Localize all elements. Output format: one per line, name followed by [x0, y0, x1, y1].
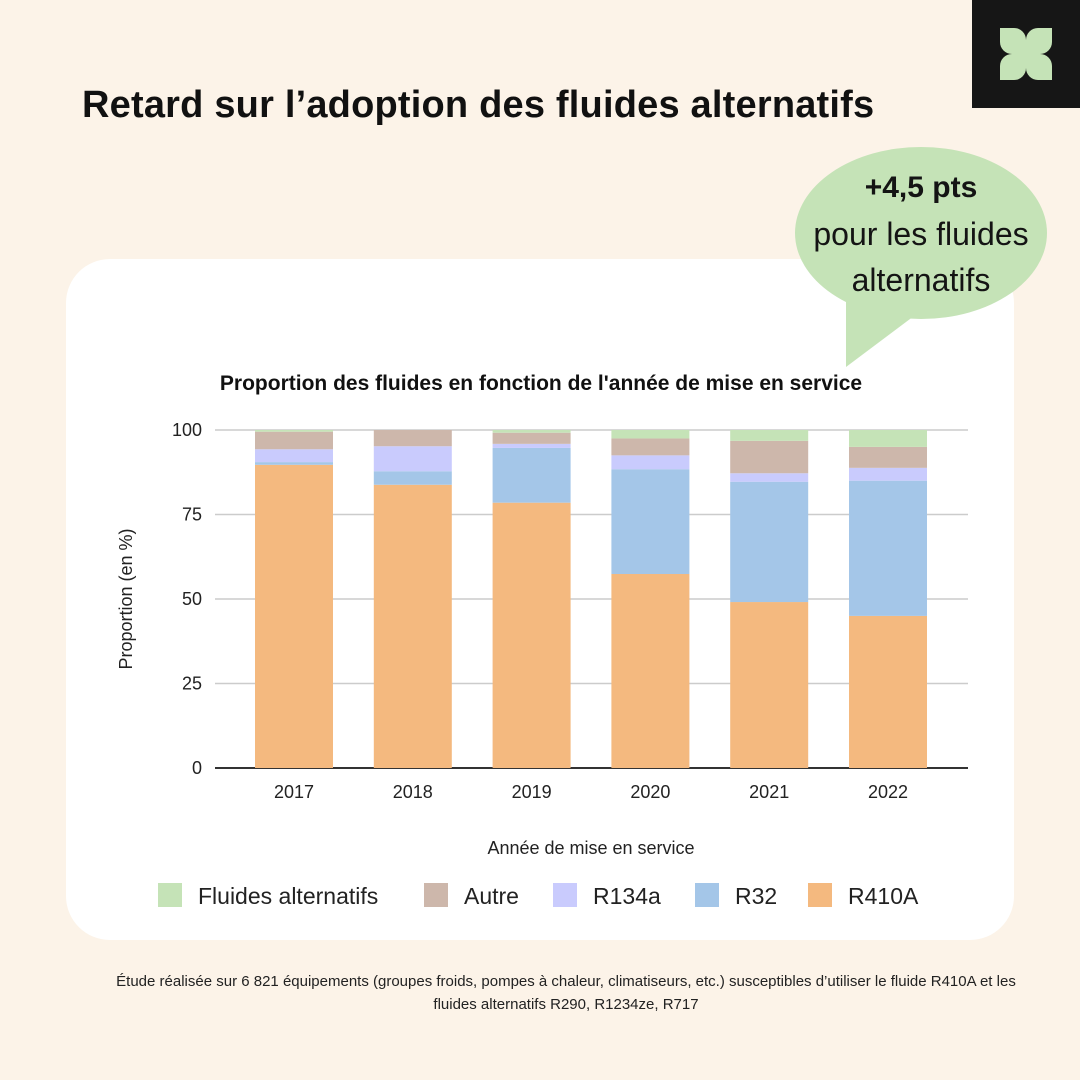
y-tick-label: 0: [192, 758, 202, 778]
logo-leaf: [1026, 28, 1052, 54]
clover-logo-icon: [1000, 28, 1052, 80]
bar-segment-r32: [492, 447, 571, 503]
bar-segment-autre: [849, 446, 927, 468]
bar-segment-r134a: [255, 449, 333, 463]
bar-segment-fluides-alternatifs: [849, 430, 927, 447]
chart-title: Proportion des fluides en fonction de l'…: [220, 372, 862, 395]
x-tick-label: 2019: [512, 782, 552, 802]
callout-value: +4,5 pts: [864, 171, 978, 204]
legend-swatch: [553, 883, 577, 907]
x-tick-label: 2021: [749, 782, 789, 802]
bubble-tail: [846, 295, 918, 367]
callout-bubble: [795, 147, 1047, 367]
y-tick-label: 25: [182, 674, 202, 694]
bar-segment-r32: [373, 471, 452, 485]
bar-segment-r32: [849, 480, 927, 616]
logo-leaf: [1000, 28, 1026, 54]
bar-segment-r410a: [611, 573, 690, 768]
y-tick-label: 75: [182, 505, 202, 525]
legend-swatch: [808, 883, 832, 907]
bar-segment-r134a: [849, 467, 927, 481]
bar-segment-autre: [373, 430, 452, 447]
bar-segment-r134a: [730, 473, 809, 482]
x-tick-label: 2020: [630, 782, 670, 802]
x-tick-label: 2018: [393, 782, 433, 802]
legend-swatch: [424, 883, 448, 907]
bubble-body: [795, 147, 1047, 319]
bar-segment-r410a: [849, 615, 927, 768]
bar-segment-r134a: [492, 443, 571, 448]
legend-label: R410A: [848, 883, 919, 909]
bar-segment-r32: [611, 469, 690, 574]
bar-segment-autre: [730, 440, 809, 474]
bar-segment-r410a: [373, 484, 452, 768]
bar-segment-r134a: [611, 455, 690, 470]
x-tick-label: 2017: [274, 782, 314, 802]
logo-leaf: [1026, 54, 1052, 80]
x-tick-label: 2022: [868, 782, 908, 802]
bar-segment-r134a: [373, 446, 452, 472]
footnote: Étude réalisée sur 6 821 équipements (gr…: [116, 973, 1016, 1013]
y-tick-label: 100: [172, 420, 202, 440]
bar-segment-fluides-alternatifs: [492, 430, 571, 433]
bar-segment-r32: [255, 462, 333, 465]
legend-label: Autre: [464, 883, 519, 909]
bar-segment-r410a: [255, 464, 333, 768]
legend-label: R32: [735, 883, 777, 909]
x-axis-label: Année de mise en service: [487, 838, 694, 858]
callout-text: +4,5 pts pour les fluides alternatifs: [794, 165, 1048, 303]
logo-leaf: [1000, 54, 1026, 80]
bar-segment-r410a: [492, 502, 571, 768]
bar-segment-fluides-alternatifs: [730, 430, 809, 441]
bar-segment-autre: [611, 438, 690, 456]
bar-segment-autre: [255, 431, 333, 450]
bar-segment-r32: [730, 481, 809, 603]
y-tick-label: 50: [182, 589, 202, 609]
page-title: Retard sur l’adoption des fluides altern…: [82, 84, 875, 126]
legend-swatch: [695, 883, 719, 907]
bar-segment-autre: [492, 432, 571, 444]
callout-line-2: alternatifs: [851, 262, 991, 298]
legend-swatch: [158, 883, 182, 907]
callout-line-1: pour les fluides: [813, 216, 1029, 252]
bar-segment-fluides-alternatifs: [255, 430, 333, 432]
logo: [972, 0, 1080, 108]
bar-segment-r410a: [730, 602, 809, 768]
legend-label: R134a: [593, 883, 661, 909]
bar-segment-fluides-alternatifs: [611, 430, 690, 439]
y-axis-label: Proportion (en %): [116, 528, 136, 669]
legend-label: Fluides alternatifs: [198, 883, 378, 909]
